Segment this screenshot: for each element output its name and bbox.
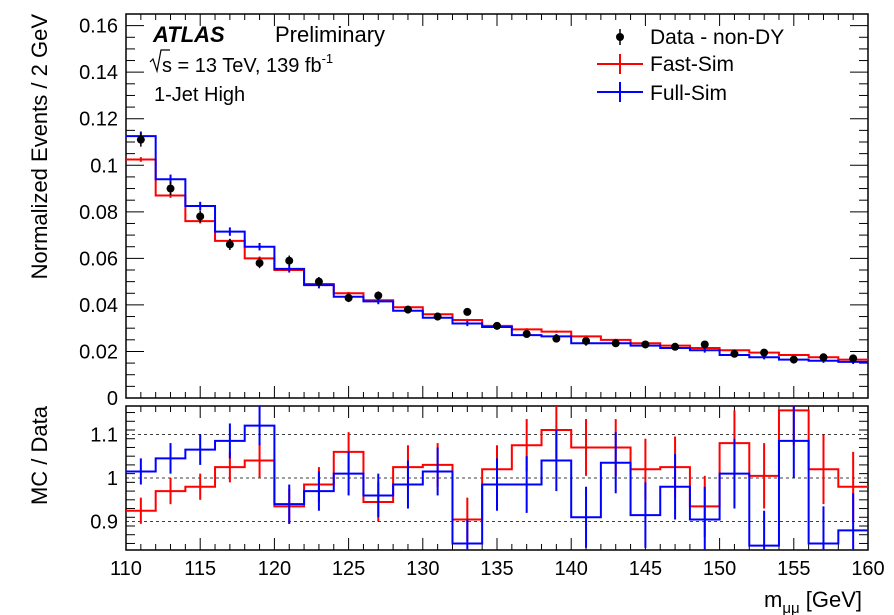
x-tick-label: 115 [184,558,216,580]
sqrt-sign [149,49,170,74]
x-tick-label: 135 [480,558,513,580]
data-point [700,340,709,349]
x-tick-label: 130 [406,558,439,580]
x-axis-title: mμμ [GeV] [764,587,862,615]
data-point [225,240,234,249]
main-y-tick-label: 0.1 [90,155,118,177]
data-point [314,277,323,286]
ratio-plot-area [126,406,868,550]
main-y-tick-label: 0.06 [79,248,118,270]
main-y-axis-title: Normalized Events / 2 GeV [27,14,52,280]
x-tick-label: 155 [777,558,810,580]
legend-entry-full-sim: Full-Sim [597,82,727,105]
status-label: Preliminary [275,22,385,47]
main-y-tick-label: 0 [107,388,118,410]
ratio-full-sim-step-line [126,424,868,547]
data-point [819,353,828,362]
main-y-tick-label: 0.16 [79,16,118,38]
data-point [849,354,858,363]
data-point [433,312,442,321]
data-point [136,135,145,144]
x-tick-label: 160 [851,558,884,580]
selection-label: 1-Jet High [154,84,245,106]
ratio-axes: 110 115 120 125 130 135 140 145 150 155 160 0.9 1 1.1 [90,406,885,580]
data-point [582,336,591,345]
legend-entry-fast-sim: Fast-Sim [597,53,734,76]
data-point [730,349,739,358]
ratio-y-tick-label: 1 [107,468,118,490]
legend-data-marker [616,33,624,41]
main-y-tick-label: 0.04 [79,295,118,317]
data-point [403,305,412,314]
data-point [522,330,531,338]
x-axis-title-sub: μμ [782,600,799,615]
ratio-y-axis-title: MC / Data [27,405,52,505]
x-tick-label: 125 [332,558,365,580]
data-point [196,212,205,221]
x-tick-label: 145 [629,558,662,580]
legend: Data - non-DY Fast-Sim Full-Sim [597,26,784,105]
energy-label: s = 13 TeV, 139 fb-1 [149,49,333,77]
main-y-tick-label: 0.08 [79,202,118,224]
x-tick-label: 140 [555,558,588,580]
main-y-tick-label: 0.14 [79,62,118,84]
x-axis-title-main: m [764,587,782,612]
x-tick-label: 150 [703,558,736,580]
main-plot-area [126,131,868,365]
main-full-sim-step-line [126,135,868,363]
data-point [671,342,680,351]
ratio-fast-sim-step-line [126,409,868,521]
data-point [166,184,175,193]
legend-full-sim-label: Full-Sim [650,82,727,105]
legend-fast-sim-label: Fast-Sim [650,53,734,76]
data-point [493,321,501,330]
main-axes: 0 0.02 0.04 0.06 0.08 0.1 0.12 0.14 0.16 [79,13,869,410]
legend-entry-data: Data - non-DY [616,26,784,49]
ratio-y-tick-label: 0.9 [90,512,118,534]
data-point [641,340,650,349]
main-y-tick-label: 0.02 [79,341,118,363]
main-y-tick-label: 0.12 [79,109,118,131]
energy-text: s = 13 TeV, 139 fb-1 [162,51,333,77]
x-tick-label: 110 [110,558,142,580]
x-axis-title-unit: [GeV] [800,587,862,612]
data-point [344,293,353,302]
data-point [255,259,264,268]
atlas-label: ATLAS [152,22,225,47]
data-point [374,291,383,300]
data-point [611,339,620,348]
data-point [760,348,769,357]
data-point [463,307,472,316]
lumi-exponent: -1 [322,51,334,66]
data-point [552,334,561,343]
data-point [285,256,294,265]
data-point [789,355,798,364]
ratio-y-tick-label: 1.1 [90,424,118,446]
x-tick-label: 120 [258,558,291,580]
legend-data-label: Data - non-DY [650,26,784,49]
